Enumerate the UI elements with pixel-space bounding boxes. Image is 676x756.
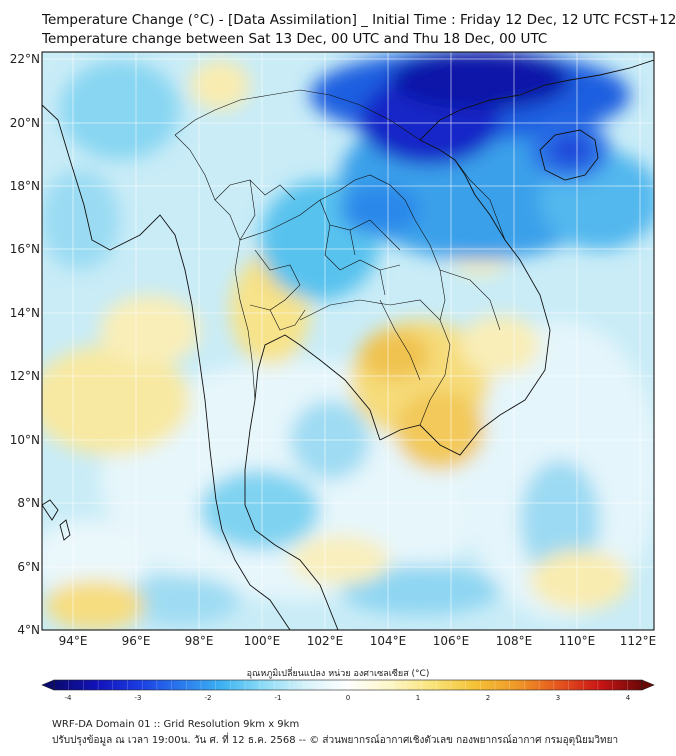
lat-label: 18°N [10, 179, 40, 193]
map-title: Temperature Change (°C) - [Data Assimila… [42, 12, 676, 28]
borders [174, 89, 506, 426]
colorbar [41, 679, 655, 691]
lon-label: 110°E [559, 634, 596, 648]
lat-label: 10°N [10, 433, 40, 447]
lon-label: 98°E [185, 634, 214, 648]
lon-label: 102°E [307, 634, 344, 648]
colorbar-max-extension [641, 679, 655, 691]
colorbar-label: อุณหภูมิเปลี่ยนแปลง หน่วย องศาเซลเซียส (… [246, 669, 430, 679]
temperature-field [42, 52, 654, 630]
map-subtitle: Temperature change between Sat 13 Dec, 0… [42, 31, 548, 47]
lon-label: 108°E [496, 634, 533, 648]
lon-label: 106°E [433, 634, 470, 648]
colorbar-tick: 0 [346, 694, 350, 702]
footer-model-info: WRF-DA Domain 01 :: Grid Resolution 9km … [52, 719, 300, 730]
footer-credit: ปรับปรุงข้อมูล ณ เวลา 19:00น. วัน ศ. ที่… [52, 735, 619, 746]
lat-label: 8°N [17, 496, 40, 510]
lon-label: 100°E [244, 634, 281, 648]
lon-label: 96°E [122, 634, 151, 648]
colorbar-tick: 4 [626, 694, 631, 702]
colorbar-ticks: -4 -3 -2 -1 0 1 2 3 4 [65, 694, 631, 702]
lat-label: 6°N [17, 560, 40, 574]
colorbar-tick: -3 [135, 694, 142, 702]
lon-label: 104°E [370, 634, 407, 648]
map-frame [41, 51, 655, 631]
lon-label: 94°E [59, 634, 88, 648]
colorbar-min-extension [41, 679, 55, 691]
colorbar-tick: 1 [416, 694, 420, 702]
colorbar-tick: -4 [65, 694, 73, 702]
latitude-axis: 22°N 20°N 18°N 16°N 14°N 12°N 10°N 8°N 6… [10, 52, 40, 637]
lat-label: 4°N [17, 623, 40, 637]
longitude-axis: 94°E 96°E 98°E 100°E 102°E 104°E 106°E 1… [59, 634, 657, 648]
graticule [42, 52, 654, 630]
lon-label: 112°E [620, 634, 657, 648]
colorbar-tick: -2 [205, 694, 212, 702]
colorbar-tick: 3 [556, 694, 560, 702]
coastlines [42, 59, 654, 630]
colorbar-tick: -1 [275, 694, 282, 702]
lat-label: 16°N [10, 242, 40, 256]
lat-label: 22°N [10, 52, 40, 66]
lat-label: 14°N [10, 306, 40, 320]
lat-label: 12°N [10, 369, 40, 383]
lat-label: 20°N [10, 116, 40, 130]
colorbar-tick: 2 [486, 694, 490, 702]
